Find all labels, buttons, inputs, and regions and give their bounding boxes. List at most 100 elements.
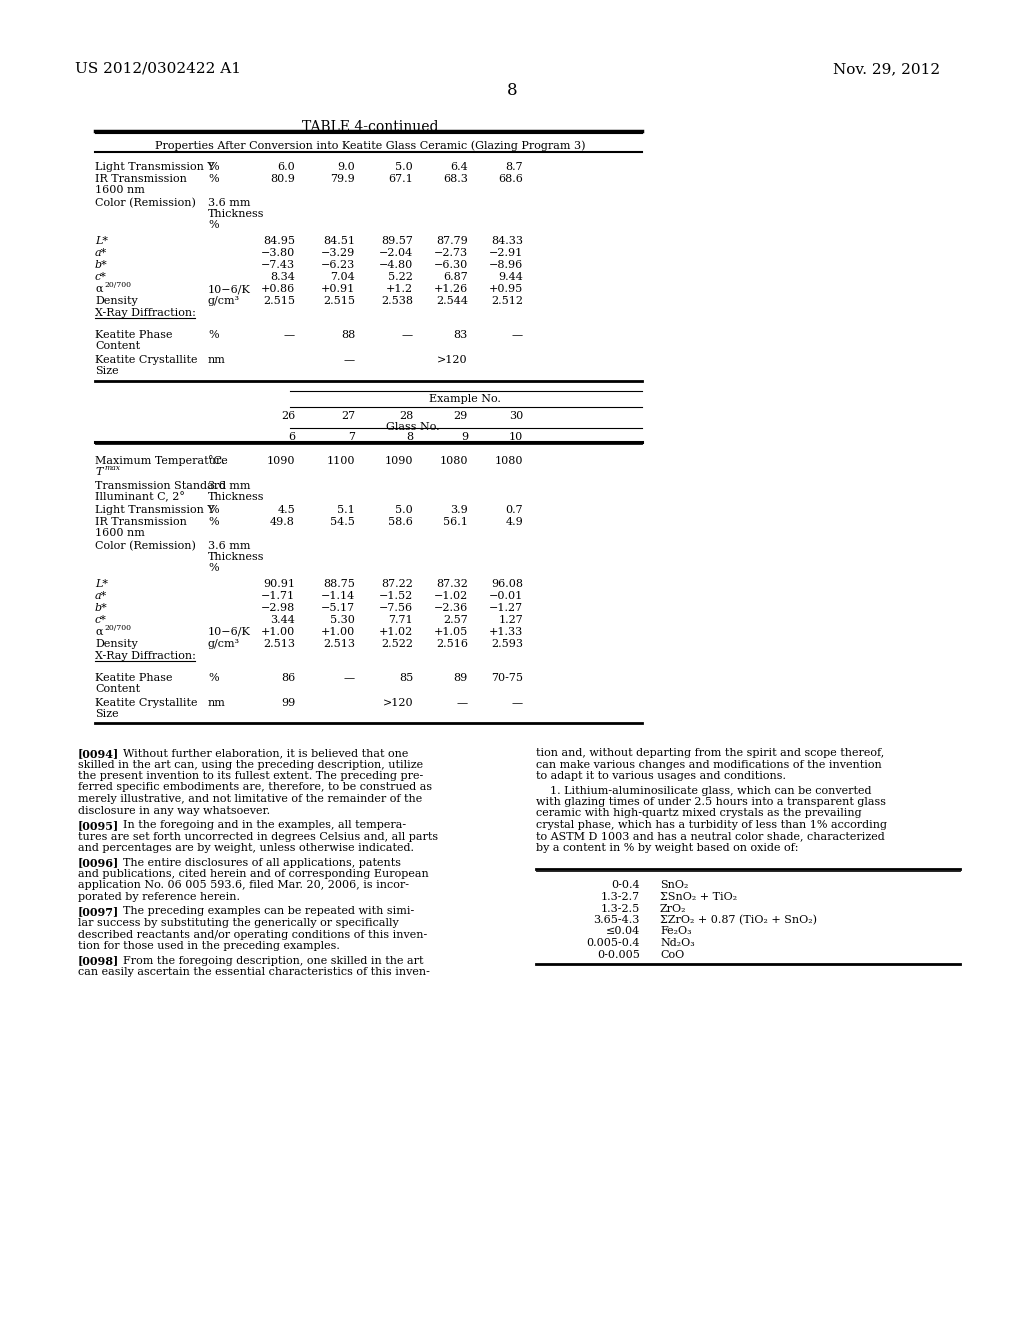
Text: 28: 28 [398, 411, 413, 421]
Text: %: % [208, 673, 219, 682]
Text: 3.44: 3.44 [270, 615, 295, 624]
Text: +1.26: +1.26 [434, 284, 468, 294]
Text: Nd₂O₃: Nd₂O₃ [660, 939, 694, 948]
Text: 3.6 mm: 3.6 mm [208, 198, 251, 209]
Text: merely illustrative, and not limitative of the remainder of the: merely illustrative, and not limitative … [78, 795, 422, 804]
Text: 90.91: 90.91 [263, 579, 295, 589]
Text: 2.57: 2.57 [443, 615, 468, 624]
Text: 10: 10 [509, 432, 523, 442]
Text: 68.6: 68.6 [498, 174, 523, 183]
Text: 2.538: 2.538 [381, 296, 413, 306]
Text: 87.32: 87.32 [436, 579, 468, 589]
Text: 88.75: 88.75 [324, 579, 355, 589]
Text: Keatite Crystallite: Keatite Crystallite [95, 355, 198, 366]
Text: Color (Remission): Color (Remission) [95, 198, 196, 209]
Text: %: % [208, 162, 219, 172]
Text: −2.98: −2.98 [261, 603, 295, 612]
Text: 1. Lithium-aluminosilicate glass, which can be converted: 1. Lithium-aluminosilicate glass, which … [536, 785, 871, 796]
Text: 5.0: 5.0 [395, 162, 413, 172]
Text: >120: >120 [382, 698, 413, 708]
Text: Light Transmission Y: Light Transmission Y [95, 506, 215, 515]
Text: From the foregoing description, one skilled in the art: From the foregoing description, one skil… [116, 956, 424, 965]
Text: Fe₂O₃: Fe₂O₃ [660, 927, 691, 936]
Text: Properties After Conversion into Keatite Glass Ceramic (Glazing Program 3): Properties After Conversion into Keatite… [155, 140, 586, 150]
Text: 2.512: 2.512 [490, 296, 523, 306]
Text: 0.7: 0.7 [506, 506, 523, 515]
Text: described reactants and/or operating conditions of this inven-: described reactants and/or operating con… [78, 929, 427, 940]
Text: Maximum Temperature: Maximum Temperature [95, 455, 227, 466]
Text: 67.1: 67.1 [388, 174, 413, 183]
Text: by a content in % by weight based on oxide of:: by a content in % by weight based on oxi… [536, 843, 799, 853]
Text: Content: Content [95, 684, 140, 694]
Text: 68.3: 68.3 [443, 174, 468, 183]
Text: can easily ascertain the essential characteristics of this inven-: can easily ascertain the essential chara… [78, 968, 430, 977]
Text: 1600 nm: 1600 nm [95, 185, 144, 195]
Text: nm: nm [208, 355, 226, 366]
Text: 1.3-2.5: 1.3-2.5 [601, 903, 640, 913]
Text: and percentages are by weight, unless otherwise indicated.: and percentages are by weight, unless ot… [78, 843, 414, 853]
Text: 86: 86 [281, 673, 295, 682]
Text: %: % [208, 506, 219, 515]
Text: Size: Size [95, 366, 119, 376]
Text: can make various changes and modifications of the invention: can make various changes and modificatio… [536, 759, 882, 770]
Text: °C.: °C. [208, 455, 225, 466]
Text: tion and, without departing from the spirit and scope thereof,: tion and, without departing from the spi… [536, 748, 885, 758]
Text: 87.22: 87.22 [381, 579, 413, 589]
Text: 8.7: 8.7 [506, 162, 523, 172]
Text: Thickness: Thickness [208, 209, 264, 219]
Text: skilled in the art can, using the preceding description, utilize: skilled in the art can, using the preced… [78, 759, 423, 770]
Text: Keatite Crystallite: Keatite Crystallite [95, 698, 198, 708]
Text: —: — [512, 698, 523, 708]
Text: %: % [208, 330, 219, 341]
Text: IR Transmission: IR Transmission [95, 174, 186, 183]
Text: +1.00: +1.00 [261, 627, 295, 638]
Text: and publications, cited herein and of corresponding European: and publications, cited herein and of co… [78, 869, 429, 879]
Text: −3.29: −3.29 [321, 248, 355, 257]
Text: 5.22: 5.22 [388, 272, 413, 282]
Text: the present invention to its fullest extent. The preceding pre-: the present invention to its fullest ext… [78, 771, 423, 781]
Text: 10−6/K: 10−6/K [208, 284, 251, 294]
Text: —: — [401, 330, 413, 341]
Text: ceramic with high-quartz mixed crystals as the prevailing: ceramic with high-quartz mixed crystals … [536, 808, 861, 818]
Text: −2.73: −2.73 [434, 248, 468, 257]
Text: IR Transmission: IR Transmission [95, 517, 186, 527]
Text: 4.5: 4.5 [278, 506, 295, 515]
Text: 1080: 1080 [439, 455, 468, 466]
Text: 79.9: 79.9 [331, 174, 355, 183]
Text: 83: 83 [454, 330, 468, 341]
Text: L*: L* [95, 579, 108, 589]
Text: Size: Size [95, 709, 119, 719]
Text: %: % [208, 517, 219, 527]
Text: b*: b* [95, 260, 108, 271]
Text: max: max [104, 465, 120, 473]
Text: application No. 06 005 593.6, filed Mar. 20, 2006, is incor-: application No. 06 005 593.6, filed Mar.… [78, 880, 409, 891]
Text: Glass No.: Glass No. [386, 422, 440, 432]
Text: 6.4: 6.4 [451, 162, 468, 172]
Text: 54.5: 54.5 [330, 517, 355, 527]
Text: −0.01: −0.01 [488, 591, 523, 601]
Text: to ASTM D 1003 and has a neutral color shade, characterized: to ASTM D 1003 and has a neutral color s… [536, 832, 885, 842]
Text: nm: nm [208, 698, 226, 708]
Text: 1.3-2.7: 1.3-2.7 [601, 892, 640, 902]
Text: 1100: 1100 [327, 455, 355, 466]
Text: tion for those used in the preceding examples.: tion for those used in the preceding exa… [78, 941, 340, 950]
Text: L*: L* [95, 236, 108, 246]
Text: —: — [344, 355, 355, 366]
Text: −7.43: −7.43 [261, 260, 295, 271]
Text: 5.0: 5.0 [395, 506, 413, 515]
Text: 2.515: 2.515 [263, 296, 295, 306]
Text: 49.8: 49.8 [270, 517, 295, 527]
Text: [0094]: [0094] [78, 748, 119, 759]
Text: X-Ray Diffraction:: X-Ray Diffraction: [95, 651, 196, 661]
Text: 2.593: 2.593 [490, 639, 523, 649]
Text: −4.80: −4.80 [379, 260, 413, 271]
Text: 26: 26 [281, 411, 295, 421]
Text: a*: a* [95, 248, 108, 257]
Text: 88: 88 [341, 330, 355, 341]
Text: Content: Content [95, 341, 140, 351]
Text: US 2012/0302422 A1: US 2012/0302422 A1 [75, 62, 241, 77]
Text: with glazing times of under 2.5 hours into a transparent glass: with glazing times of under 2.5 hours in… [536, 797, 886, 807]
Text: +1.05: +1.05 [434, 627, 468, 638]
Text: Color (Remission): Color (Remission) [95, 541, 196, 552]
Text: 0-0.4: 0-0.4 [611, 880, 640, 891]
